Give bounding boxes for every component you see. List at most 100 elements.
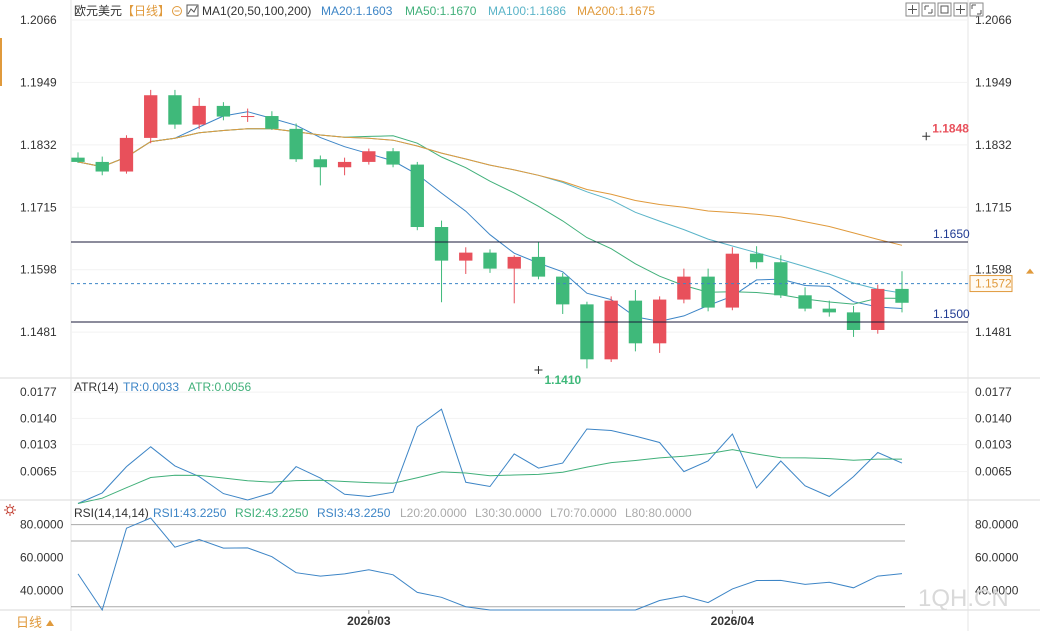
atr-tick-right: 0.0140 — [975, 411, 1012, 425]
candle-body — [652, 299, 667, 344]
ma20-line — [77, 111, 903, 322]
atr-tick-left: 0.0140 — [20, 411, 57, 425]
candle-body — [677, 276, 691, 300]
rsi-title: RSI(14,14,14) — [74, 506, 149, 520]
period-switch-label[interactable]: 日线 — [16, 615, 42, 630]
candle — [677, 268, 691, 304]
crosshair-icon[interactable] — [905, 2, 920, 17]
rsi-l80: L80:80.0000 — [625, 506, 692, 520]
current-price-arrow-icon — [1026, 268, 1034, 274]
candle-body — [604, 300, 618, 360]
annotation-label: 1.1848 — [932, 121, 969, 135]
price-tick-left: 1.2066 — [20, 13, 57, 27]
rsi-l70: L70:70.0000 — [550, 506, 617, 520]
atr-atr-value: ATR:0.0056 — [188, 380, 251, 394]
candle — [749, 246, 764, 269]
rsi-grid — [71, 524, 905, 608]
chart-header: 欧元美元 【日线】 MA1(20,50,100,200) MA20:1.1603… — [74, 4, 655, 18]
watermark-logo: 1QH.CN — [918, 585, 1009, 612]
candle — [774, 255, 788, 298]
candle — [531, 241, 546, 280]
level-label: 1.1500 — [933, 307, 970, 321]
ma200-line — [77, 128, 903, 246]
candle-body — [386, 151, 400, 165]
candle-body — [337, 161, 352, 168]
rsi3-value: RSI3:43.2250 — [317, 506, 391, 520]
fullscreen-icon[interactable] — [969, 2, 984, 17]
price-tick-left: 1.1832 — [20, 138, 57, 152]
rsi-lines — [77, 517, 903, 612]
annotation-crosshair-icon — [922, 132, 931, 141]
candle — [337, 157, 352, 176]
candle-body — [216, 105, 231, 117]
candle-body — [895, 288, 909, 303]
candle-body — [701, 276, 715, 308]
atr-line — [77, 449, 902, 504]
rsi-tick-left: 80.0000 — [20, 518, 64, 532]
main-grid — [71, 19, 968, 333]
candle-body — [459, 252, 473, 261]
rsi-tick-left: 60.0000 — [20, 550, 64, 564]
rsi-header: RSI(14,14,14) RSI1:43.2250 RSI2:43.2250 … — [74, 506, 692, 520]
candle-body — [434, 227, 449, 261]
chart-toolbar — [905, 2, 984, 17]
collapse-icon[interactable] — [172, 6, 182, 16]
atr-tick-left: 0.0103 — [20, 438, 57, 452]
candle — [459, 247, 473, 274]
period-label[interactable]: 【日线】 — [122, 4, 170, 18]
candle-body — [240, 116, 255, 118]
atr-axis-ticks: 0.0177 0.0177 0.0140 0.0140 0.0103 0.0103 0.00… — [20, 385, 1012, 478]
price-tick-right: 1.2066 — [975, 13, 1012, 27]
price-tick-left: 1.1715 — [20, 200, 57, 214]
candle — [556, 272, 570, 314]
period-switch-button[interactable]: 日线 — [16, 615, 54, 630]
rsi-l30: L30:30.0000 — [475, 506, 542, 520]
price-tick-left: 1.1598 — [20, 263, 57, 277]
candle — [192, 97, 206, 129]
price-tick-right: 1.1481 — [975, 325, 1012, 339]
atr-title: ATR(14) — [74, 380, 118, 394]
candle-body — [580, 304, 594, 360]
ma-indicator-label: MA1(20,50,100,200) — [202, 4, 311, 18]
rsi-tick-right: 40.0000 — [975, 583, 1019, 597]
candle — [846, 305, 861, 337]
atr-grid — [71, 391, 968, 473]
candle-body — [71, 157, 85, 162]
rsi-tick-right: 80.0000 — [975, 518, 1019, 532]
rsi-line — [77, 517, 903, 612]
candle — [144, 89, 158, 144]
annotation-label: 1.1410 — [544, 373, 581, 387]
candle — [628, 289, 643, 352]
candle-body — [774, 262, 788, 296]
candle — [289, 123, 303, 162]
candle-body — [871, 288, 885, 330]
expand-icon[interactable] — [921, 2, 936, 17]
candle-body — [192, 105, 206, 125]
rsi-l20: L20:20.0000 — [400, 506, 467, 520]
ma20-value: MA20:1.1603 — [321, 4, 393, 18]
candle — [434, 220, 449, 303]
atr-tick-right: 0.0065 — [975, 465, 1012, 479]
atr-tick-left: 0.0065 — [20, 465, 57, 479]
rsi-tick-right: 60.0000 — [975, 550, 1019, 564]
grid-icon[interactable] — [953, 2, 968, 17]
layout-icon[interactable] — [937, 2, 952, 17]
indicator-settings-icon[interactable] — [186, 4, 199, 17]
candle-body — [749, 253, 764, 263]
current-price-label: 1.1572 — [975, 277, 1012, 291]
candle — [507, 255, 521, 304]
settings-icon[interactable] — [4, 504, 16, 516]
rsi2-value: RSI2:43.2250 — [235, 506, 309, 520]
atr-tick-right: 0.0103 — [975, 438, 1012, 452]
candle — [313, 155, 328, 186]
candle-body — [95, 161, 109, 172]
annotation-crosshair-icon — [534, 365, 543, 374]
candle-body — [483, 252, 497, 269]
candle — [168, 89, 182, 129]
ma200-value: MA200:1.1675 — [577, 4, 655, 18]
tr-line — [77, 408, 903, 504]
atr-tr-value: TR:0.0033 — [123, 380, 179, 394]
current-price-marker: 1.1572 — [71, 268, 1034, 293]
